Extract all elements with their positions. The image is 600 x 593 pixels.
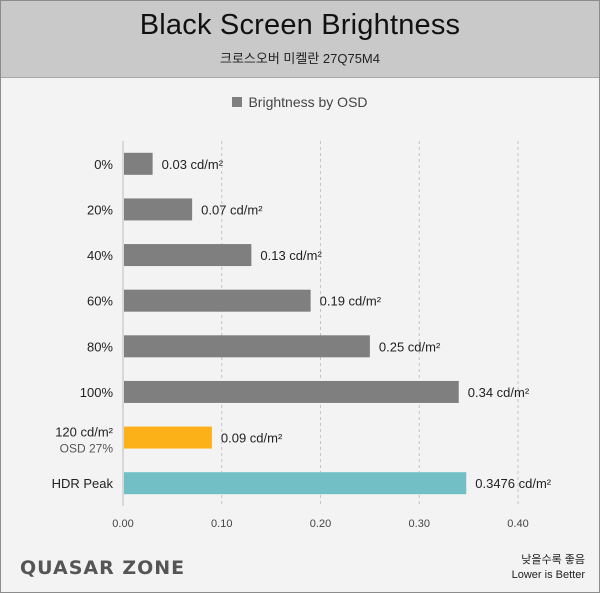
x-tick-label: 0.10 (211, 518, 232, 530)
data-label: 0.07 cd/m² (201, 202, 263, 217)
legend-label: Brightness by OSD (248, 94, 368, 110)
x-tick-label: 0.00 (112, 518, 133, 530)
quasarzone-logo: QUASAR ZONE (20, 557, 186, 579)
category-label: 20% (87, 202, 113, 217)
bar (124, 289, 311, 312)
category-label: 100% (80, 385, 114, 400)
x-tick-label: 0.40 (507, 518, 528, 530)
data-label: 0.3476 cd/m² (475, 476, 552, 491)
header-bar: Black Screen Brightness 크로스오버 미켈란 27Q75M… (1, 1, 599, 78)
category-label: 0% (94, 157, 113, 172)
bar (124, 152, 153, 175)
category-label: 40% (87, 248, 113, 263)
category-label: HDR Peak (52, 476, 114, 491)
chart-title: Black Screen Brightness (139, 9, 461, 41)
bar (124, 244, 252, 267)
lower-is-better-note: 낮을수록 좋음 Lower is Better (512, 553, 585, 583)
bar (124, 198, 193, 221)
note-english: Lower is Better (511, 569, 585, 581)
category-label: 80% (87, 339, 113, 354)
data-label: 0.03 cd/m² (162, 157, 224, 172)
category-sublabel: OSD 27% (60, 442, 114, 456)
category-label: 120 cd/m² (55, 425, 113, 440)
legend: Brightness by OSD (1, 94, 599, 110)
data-label: 0.34 cd/m² (468, 385, 530, 400)
category-label: 60% (87, 294, 113, 309)
note-korean: 낮을수록 좋음 (521, 554, 585, 566)
data-label: 0.19 cd/m² (320, 294, 382, 309)
bar (124, 335, 370, 358)
data-label: 0.25 cd/m² (379, 339, 441, 354)
bar (124, 472, 467, 495)
data-label: 0.09 cd/m² (221, 431, 283, 446)
chart-subtitle: 크로스오버 미켈란 27Q75M4 (220, 51, 380, 66)
bar (124, 426, 212, 449)
bar (124, 380, 459, 403)
data-label: 0.13 cd/m² (260, 248, 322, 263)
x-tick-label: 0.20 (310, 518, 331, 530)
x-tick-label: 0.30 (409, 518, 430, 530)
legend-swatch (232, 97, 243, 107)
